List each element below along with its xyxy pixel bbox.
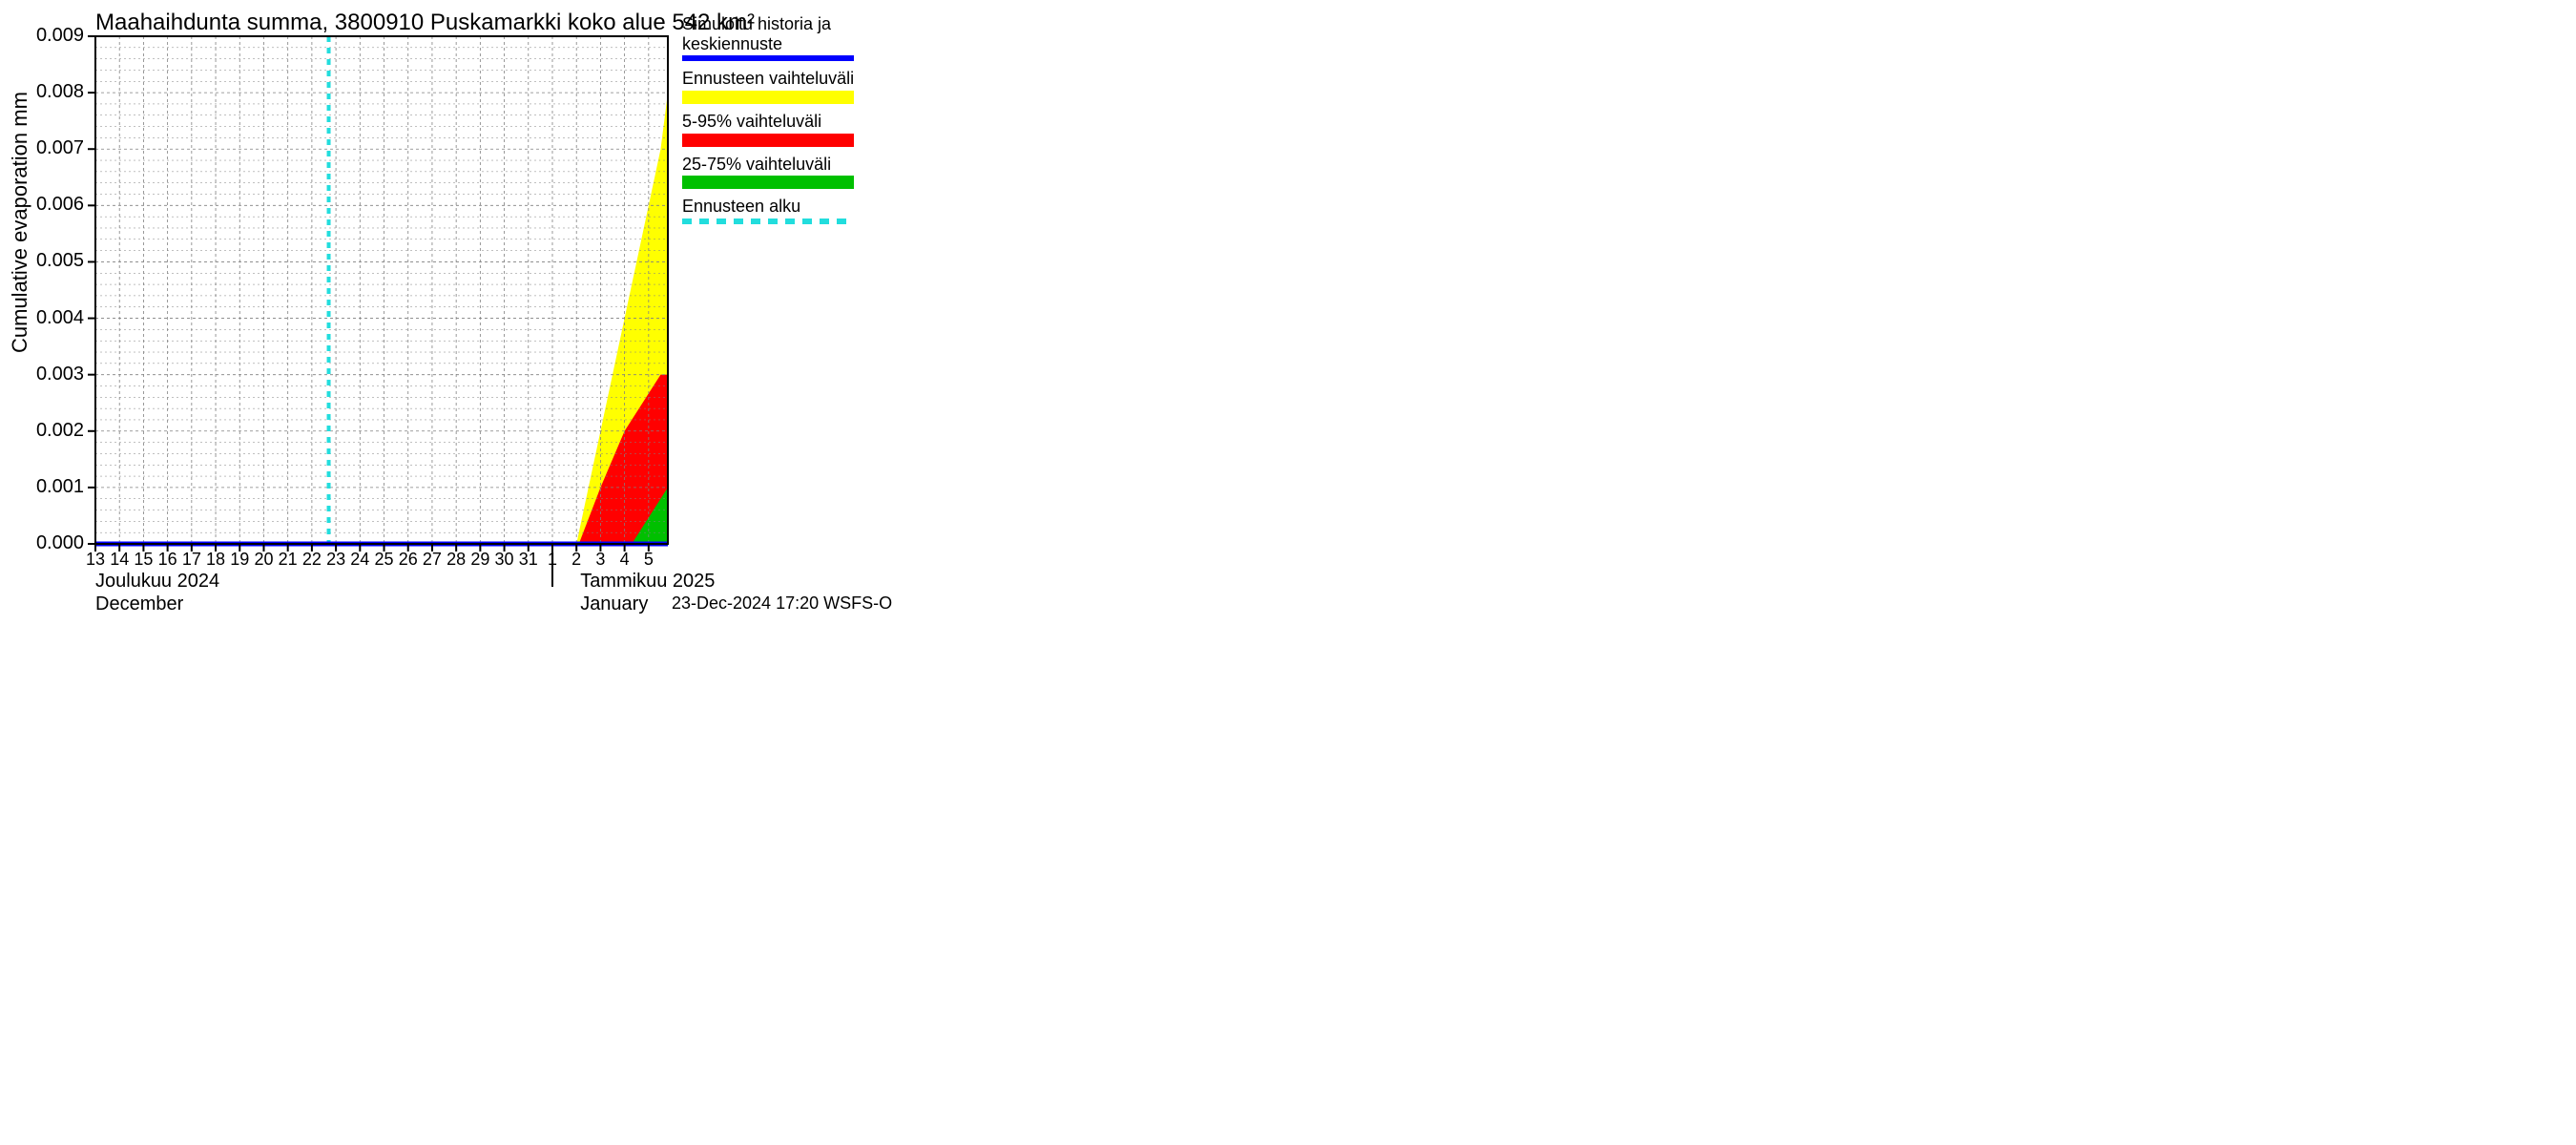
- y-tick-label: 0.003: [0, 364, 84, 385]
- legend-swatch: [682, 134, 854, 147]
- y-tick-label: 0.002: [0, 420, 84, 442]
- chart-legend: Simuloitu historia jakeskiennuste Ennuste…: [682, 14, 863, 232]
- legend-entry: Ennusteen alku: [682, 197, 863, 224]
- legend-label: 5-95% vaihteluväli: [682, 112, 863, 132]
- month1-label-en: December: [95, 593, 183, 615]
- legend-entry: Ennusteen vaihteluväli: [682, 69, 863, 104]
- chart-timestamp: 23-Dec-2024 17:20 WSFS-O: [672, 593, 892, 614]
- month2-label-en: January: [580, 593, 648, 615]
- month1-label-fi: Joulukuu 2024: [95, 571, 219, 593]
- y-tick-label: 0.001: [0, 476, 84, 498]
- legend-label: Ennusteen vaihteluväli: [682, 69, 863, 89]
- y-tick-label: 0.009: [0, 25, 84, 47]
- y-tick-label: 0.004: [0, 307, 84, 329]
- legend-swatch: [682, 176, 854, 189]
- y-tick-label: 0.007: [0, 137, 84, 159]
- y-tick-label: 0.000: [0, 532, 84, 554]
- legend-entry: Simuloitu historia jakeskiennuste: [682, 14, 863, 61]
- legend-swatch: [682, 91, 854, 104]
- legend-entry: 5-95% vaihteluväli: [682, 112, 863, 147]
- legend-label: Ennusteen alku: [682, 197, 863, 217]
- y-tick-label: 0.006: [0, 194, 84, 216]
- legend-label: 25-75% vaihteluväli: [682, 155, 863, 175]
- legend-entry: 25-75% vaihteluväli: [682, 155, 863, 190]
- y-tick-label: 0.005: [0, 250, 84, 272]
- legend-swatch: [682, 219, 854, 224]
- evaporation-chart: Maahaihdunta summa, 3800910 Puskamarkki …: [0, 0, 1431, 639]
- month2-label-fi: Tammikuu 2025: [580, 571, 715, 593]
- legend-swatch: [682, 55, 854, 61]
- legend-label: Simuloitu historia jakeskiennuste: [682, 14, 863, 53]
- x-tick-label: 5: [634, 550, 663, 570]
- y-tick-label: 0.008: [0, 81, 84, 103]
